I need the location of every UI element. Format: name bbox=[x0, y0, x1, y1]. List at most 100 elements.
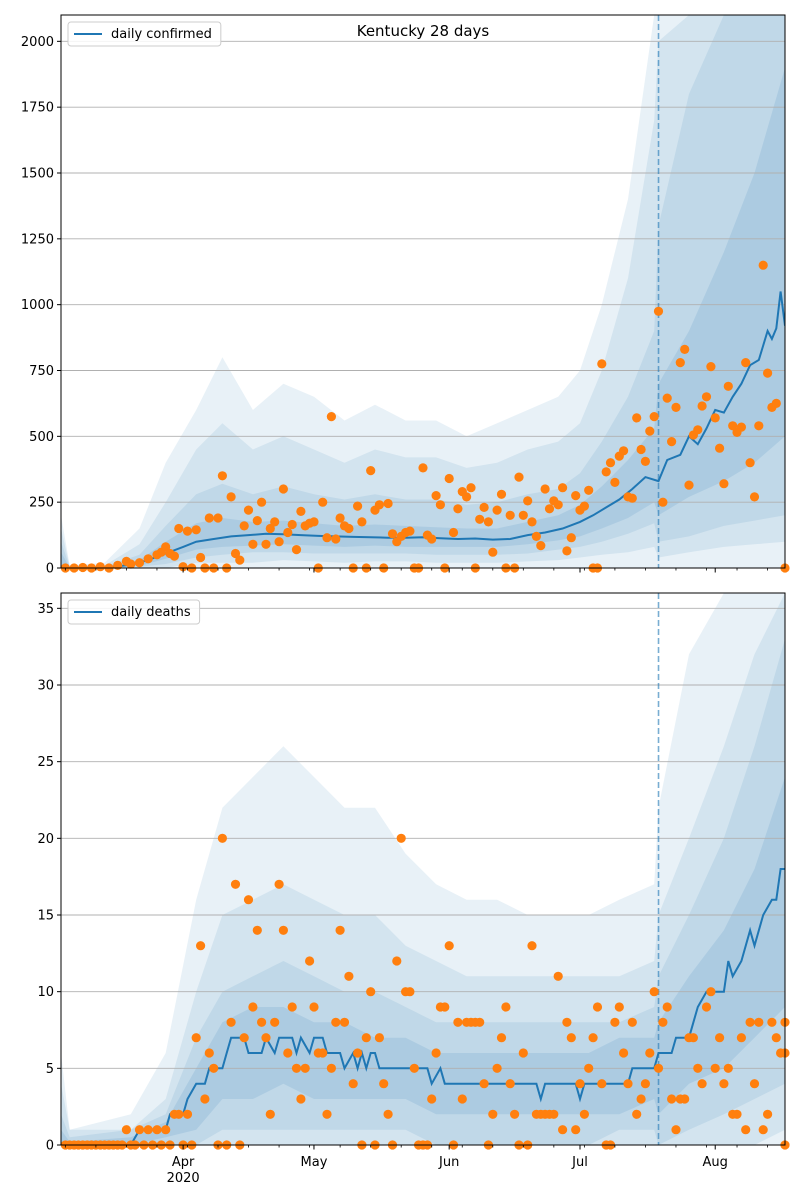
uncertainty-band-1 bbox=[61, 593, 785, 1145]
uncertainty-band-3 bbox=[61, 15, 785, 568]
data-point bbox=[675, 358, 685, 368]
data-point bbox=[715, 1033, 725, 1043]
data-point bbox=[649, 987, 659, 997]
data-point bbox=[736, 1033, 747, 1043]
y-tick-label: 10 bbox=[37, 985, 54, 1000]
data-point bbox=[619, 446, 629, 456]
data-point bbox=[191, 1033, 201, 1043]
data-point bbox=[754, 1017, 764, 1027]
data-point bbox=[475, 1017, 485, 1027]
data-point bbox=[453, 504, 463, 514]
data-point bbox=[174, 1109, 184, 1119]
data-point bbox=[518, 1048, 528, 1058]
data-point bbox=[645, 426, 655, 436]
data-point bbox=[248, 1002, 258, 1012]
y-tick-label: 20 bbox=[37, 832, 54, 847]
y-tick-label: 1500 bbox=[21, 167, 54, 182]
data-point bbox=[488, 547, 498, 557]
data-point bbox=[326, 1063, 336, 1073]
data-point bbox=[540, 484, 550, 494]
data-point bbox=[662, 1002, 672, 1012]
data-point bbox=[252, 925, 262, 935]
data-point bbox=[396, 833, 406, 843]
data-point bbox=[440, 1002, 450, 1012]
data-point bbox=[662, 393, 672, 403]
y-tick-label: 35 bbox=[37, 602, 54, 617]
data-point bbox=[348, 1079, 358, 1089]
data-point bbox=[278, 484, 288, 494]
data-point bbox=[684, 480, 694, 490]
data-point bbox=[230, 548, 241, 559]
data-point bbox=[553, 971, 563, 981]
data-point bbox=[444, 941, 454, 951]
data-point bbox=[383, 1109, 393, 1119]
data-point bbox=[274, 537, 284, 547]
data-point bbox=[597, 1079, 607, 1089]
x-tick-label: May bbox=[301, 1155, 328, 1170]
data-point bbox=[723, 1063, 733, 1073]
data-point bbox=[566, 1033, 576, 1043]
data-point bbox=[562, 1017, 572, 1027]
data-point bbox=[239, 1033, 249, 1043]
data-point bbox=[553, 500, 563, 510]
data-point bbox=[243, 895, 254, 905]
legend-box bbox=[67, 599, 201, 625]
data-point bbox=[496, 489, 507, 499]
data-point bbox=[627, 493, 637, 503]
x-tick-label: Jun bbox=[438, 1155, 459, 1170]
data-point bbox=[579, 501, 590, 511]
data-point bbox=[287, 519, 297, 530]
data-point bbox=[610, 1017, 620, 1027]
data-point bbox=[243, 505, 254, 515]
data-point bbox=[392, 956, 402, 966]
data-point bbox=[331, 534, 341, 544]
data-point bbox=[509, 1109, 520, 1119]
y-tick-label: 0 bbox=[46, 562, 54, 577]
confirmed-plot-frame bbox=[60, 14, 786, 569]
confirmed-uncertainty-bands bbox=[61, 15, 785, 568]
data-point bbox=[283, 527, 293, 538]
data-point bbox=[226, 492, 236, 502]
data-point bbox=[448, 527, 459, 538]
data-point bbox=[544, 504, 555, 514]
data-point bbox=[723, 381, 733, 391]
data-point bbox=[431, 1048, 441, 1058]
data-point bbox=[636, 444, 646, 455]
data-point bbox=[322, 1109, 332, 1119]
x-tick-label: Aug bbox=[703, 1155, 728, 1170]
data-point bbox=[719, 479, 729, 489]
data-point bbox=[605, 458, 616, 468]
data-point bbox=[531, 531, 542, 542]
data-point bbox=[287, 1002, 297, 1012]
data-point bbox=[536, 541, 546, 551]
data-point bbox=[549, 1109, 559, 1119]
data-point bbox=[523, 496, 533, 506]
data-point bbox=[296, 506, 306, 516]
data-point bbox=[435, 500, 445, 510]
data-point bbox=[239, 521, 249, 531]
data-point bbox=[226, 1017, 236, 1027]
data-point bbox=[126, 559, 136, 569]
data-point bbox=[623, 1079, 633, 1089]
data-point bbox=[680, 1094, 690, 1104]
data-point bbox=[296, 1094, 306, 1104]
data-point bbox=[230, 879, 241, 889]
data-point bbox=[479, 502, 489, 512]
legend-label: daily confirmed bbox=[111, 27, 212, 42]
uncertainty-band-4 bbox=[61, 777, 785, 1145]
data-point bbox=[584, 1063, 594, 1073]
data-point bbox=[558, 483, 568, 493]
confirmed-legend: daily confirmed bbox=[67, 21, 222, 47]
data-point bbox=[466, 483, 476, 493]
data-point bbox=[265, 523, 275, 534]
data-point bbox=[270, 517, 280, 527]
data-point bbox=[444, 473, 454, 484]
data-point bbox=[339, 1017, 350, 1027]
data-point bbox=[701, 1002, 712, 1012]
data-point bbox=[204, 513, 214, 523]
data-point bbox=[527, 517, 537, 527]
data-point bbox=[518, 510, 528, 520]
data-point bbox=[645, 1048, 655, 1058]
uncertainty-band-2 bbox=[61, 593, 785, 1145]
